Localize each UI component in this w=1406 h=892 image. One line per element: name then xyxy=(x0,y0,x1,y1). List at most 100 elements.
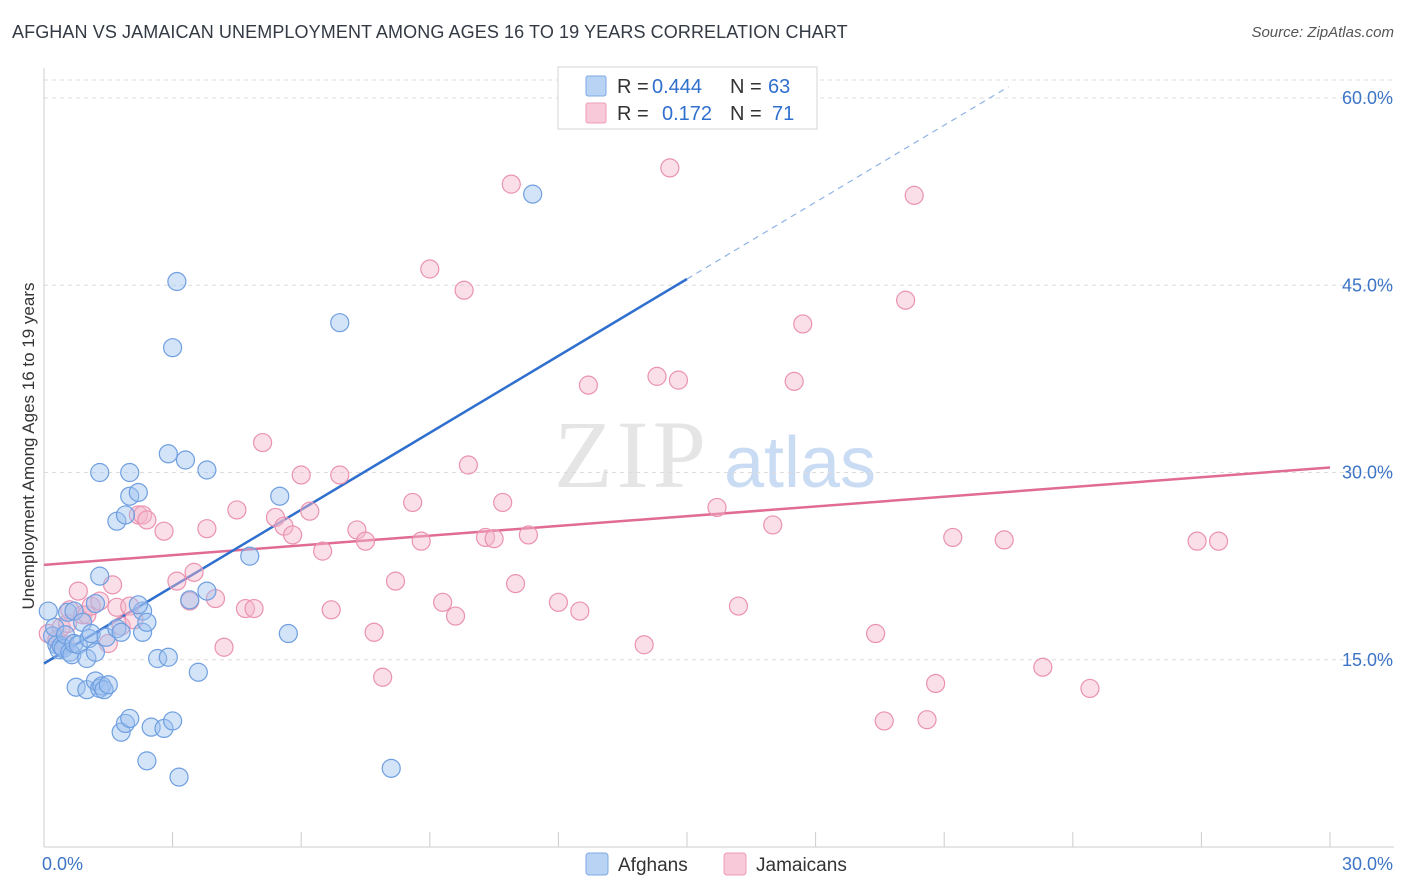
y-tick-label-0: 15.0% xyxy=(1342,650,1393,670)
jamaicans-point-65 xyxy=(728,596,749,616)
afghans-point-30 xyxy=(111,622,131,642)
jamaicans-point-29 xyxy=(244,598,264,619)
x-tick-label-0: 0.0% xyxy=(42,854,83,874)
jamaicans-point-20 xyxy=(154,521,174,541)
jamaicans-point-58 xyxy=(570,601,590,621)
afghans-point-53 xyxy=(158,444,178,464)
afghans-point-32 xyxy=(115,505,136,525)
jamaicans-point-36 xyxy=(313,541,333,561)
jamaicans-point-49 xyxy=(454,280,474,300)
jamaicans-point-63 xyxy=(668,370,689,390)
afghans-point-62 xyxy=(330,313,350,333)
jamaicans-point-61 xyxy=(647,366,667,386)
afghans-point-42 xyxy=(158,647,178,667)
jamaicans-point-44 xyxy=(403,492,423,513)
source-label: Source: ZipAtlas.com xyxy=(1251,24,1394,41)
jamaicans-point-66 xyxy=(763,515,783,535)
jamaicans-point-21 xyxy=(167,571,187,591)
jamaicans-point-75 xyxy=(943,527,963,548)
bottom-legend-afghans: Afghans xyxy=(618,855,688,876)
afghans-point-56 xyxy=(180,590,200,610)
jamaicans-points xyxy=(38,158,1229,731)
afghans-point-58 xyxy=(197,581,217,601)
jamaicans-point-67 xyxy=(784,371,804,391)
y-tick-label-1: 30.0% xyxy=(1342,463,1393,483)
jamaicans-point-64 xyxy=(707,497,727,518)
watermark-zip: ZIP xyxy=(554,401,710,508)
afghans-point-36 xyxy=(120,462,140,483)
watermark-atlas: atlas xyxy=(724,423,876,503)
afghans-point-52 xyxy=(163,338,183,358)
afghans-point-49 xyxy=(137,751,157,771)
jamaicans-point-45 xyxy=(411,531,431,551)
jamaicans-point-74 xyxy=(926,673,946,694)
jamaicans-point-24 xyxy=(197,519,217,539)
afghans-point-43 xyxy=(111,722,131,742)
grid-lines xyxy=(44,79,1394,661)
jamaicans-point-46 xyxy=(420,259,440,279)
afghans-point-45 xyxy=(120,708,140,729)
jamaicans-point-78 xyxy=(1080,678,1100,699)
jamaicans-point-33 xyxy=(283,525,303,545)
jamaicans-point-23 xyxy=(184,562,204,582)
jamaicans-point-34 xyxy=(291,465,311,485)
jamaicans-point-69 xyxy=(866,623,886,644)
afghans-point-48 xyxy=(163,711,183,731)
legend-n-label-2: N = xyxy=(730,103,762,125)
afghans-point-18 xyxy=(85,642,106,662)
legend-r-label-2: R = xyxy=(617,103,649,125)
jamaicans-point-71 xyxy=(896,290,916,310)
jamaicans-point-62 xyxy=(660,158,680,178)
jamaicans-point-26 xyxy=(214,637,234,657)
afghans-point-25 xyxy=(98,675,118,695)
afghans-point-63 xyxy=(381,758,401,778)
afghans-point-57 xyxy=(188,662,208,682)
afghans-point-61 xyxy=(278,623,298,644)
afghans-point-17 xyxy=(81,623,101,644)
jamaicans-point-77 xyxy=(1033,657,1053,677)
afghans-point-12 xyxy=(68,635,88,655)
trend-lines xyxy=(43,86,1331,665)
afghans-point-40 xyxy=(128,595,148,615)
afghans-point-26 xyxy=(85,593,106,614)
legend-r-value-1: 0.444 xyxy=(652,76,702,98)
jamaicans-point-41 xyxy=(364,622,384,642)
jamaicans-point-68 xyxy=(793,314,813,334)
jamaicans-point-19 xyxy=(137,510,157,530)
afghans-trend-extension xyxy=(686,86,1009,280)
jamaicans-point-56 xyxy=(518,525,538,545)
afghans-point-39 xyxy=(137,612,157,632)
jamaicans-point-40 xyxy=(355,531,376,551)
afghans-point-38 xyxy=(132,622,153,642)
jamaicans-point-76 xyxy=(994,530,1014,550)
x-tick-label-1: 30.0% xyxy=(1342,854,1393,874)
legend-swatch-afghans xyxy=(585,75,607,97)
afghans-point-0 xyxy=(38,601,58,621)
jamaicans-point-48 xyxy=(445,606,466,626)
afghans-point-59 xyxy=(240,546,260,566)
axes xyxy=(43,68,1394,848)
afghans-point-34 xyxy=(128,482,148,503)
jamaicans-point-35 xyxy=(300,501,320,521)
afghans-point-54 xyxy=(175,450,196,470)
jamaicans-point-38 xyxy=(330,465,350,485)
jamaicans-point-37 xyxy=(321,600,341,620)
afghans-point-60 xyxy=(270,486,290,506)
legend-swatch-jamaicans xyxy=(585,102,607,124)
jamaicans-point-70 xyxy=(874,711,894,731)
jamaicans-point-59 xyxy=(578,375,599,395)
tick-labels: 15.0% 30.0% 45.0% 60.0% 0.0% 30.0% xyxy=(42,88,1393,874)
chart-title: AFGHAN VS JAMAICAN UNEMPLOYMENT AMONG AG… xyxy=(12,22,848,42)
legend-n-value-1: 63 xyxy=(768,76,790,98)
legend-n-value-2: 71 xyxy=(772,103,794,125)
jamaicans-point-52 xyxy=(484,529,504,549)
bottom-legend: Afghans Jamaicans xyxy=(585,852,847,876)
watermark: ZIP atlas xyxy=(554,401,876,508)
jamaicans-point-42 xyxy=(373,667,393,687)
jamaicans-point-27 xyxy=(227,500,247,520)
afghans-point-50 xyxy=(169,767,189,787)
jamaicans-point-47 xyxy=(433,592,453,612)
afghans-point-55 xyxy=(197,460,217,480)
jamaicans-point-79 xyxy=(1187,531,1207,551)
